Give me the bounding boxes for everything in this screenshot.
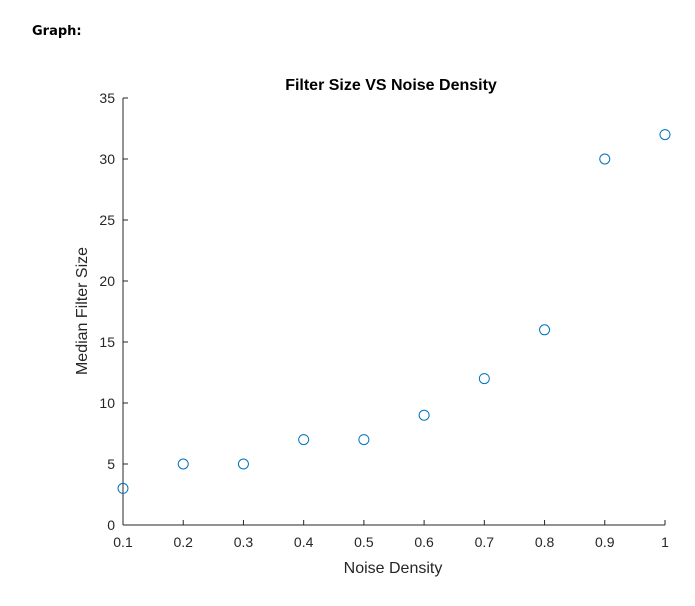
x-axis-title: Noise Density: [344, 560, 443, 577]
axes: [122, 98, 665, 526]
data-point: [418, 409, 430, 421]
x-tick-label: 0.6: [414, 534, 434, 550]
x-tick-label: 0.7: [475, 534, 495, 550]
page-heading: Graph:: [32, 24, 82, 39]
x-tick-label: 1: [661, 534, 669, 550]
y-tick-label: 30: [99, 151, 115, 167]
y-tick-label: 15: [99, 334, 115, 350]
y-axis-ticks: 0 5 10 15 20 25 30 35: [99, 90, 128, 533]
data-point: [298, 434, 310, 446]
data-points: [117, 129, 671, 494]
x-tick-label: 0.1: [113, 534, 133, 550]
x-tick-label: 0.8: [535, 534, 555, 550]
y-tick-label: 20: [99, 273, 115, 289]
y-tick-label: 0: [107, 517, 115, 533]
data-point: [358, 434, 370, 446]
data-point: [117, 482, 129, 494]
x-tick-label: 0.5: [354, 534, 374, 550]
data-point: [599, 153, 611, 165]
x-tick-label: 0.9: [595, 534, 615, 550]
x-tick-label: 0.2: [173, 534, 193, 550]
y-axis-title: Median Filter Size: [74, 247, 91, 375]
x-tick-label: 0.3: [234, 534, 254, 550]
y-tick-label: 35: [99, 90, 115, 106]
data-point: [237, 458, 249, 470]
y-tick-label: 25: [99, 212, 115, 228]
x-tick-label: 0.4: [294, 534, 314, 550]
data-point: [659, 129, 671, 141]
y-tick-label: 5: [107, 456, 115, 472]
data-point: [177, 458, 189, 470]
y-tick-label: 10: [99, 395, 115, 411]
x-axis-ticks: 0.1 0.2 0.3 0.4 0.5 0.6 0.7 0.8 0.9 1: [113, 520, 669, 550]
data-point: [539, 324, 551, 336]
data-point: [478, 373, 490, 385]
chart-title: Filter Size VS Noise Density: [285, 77, 497, 94]
